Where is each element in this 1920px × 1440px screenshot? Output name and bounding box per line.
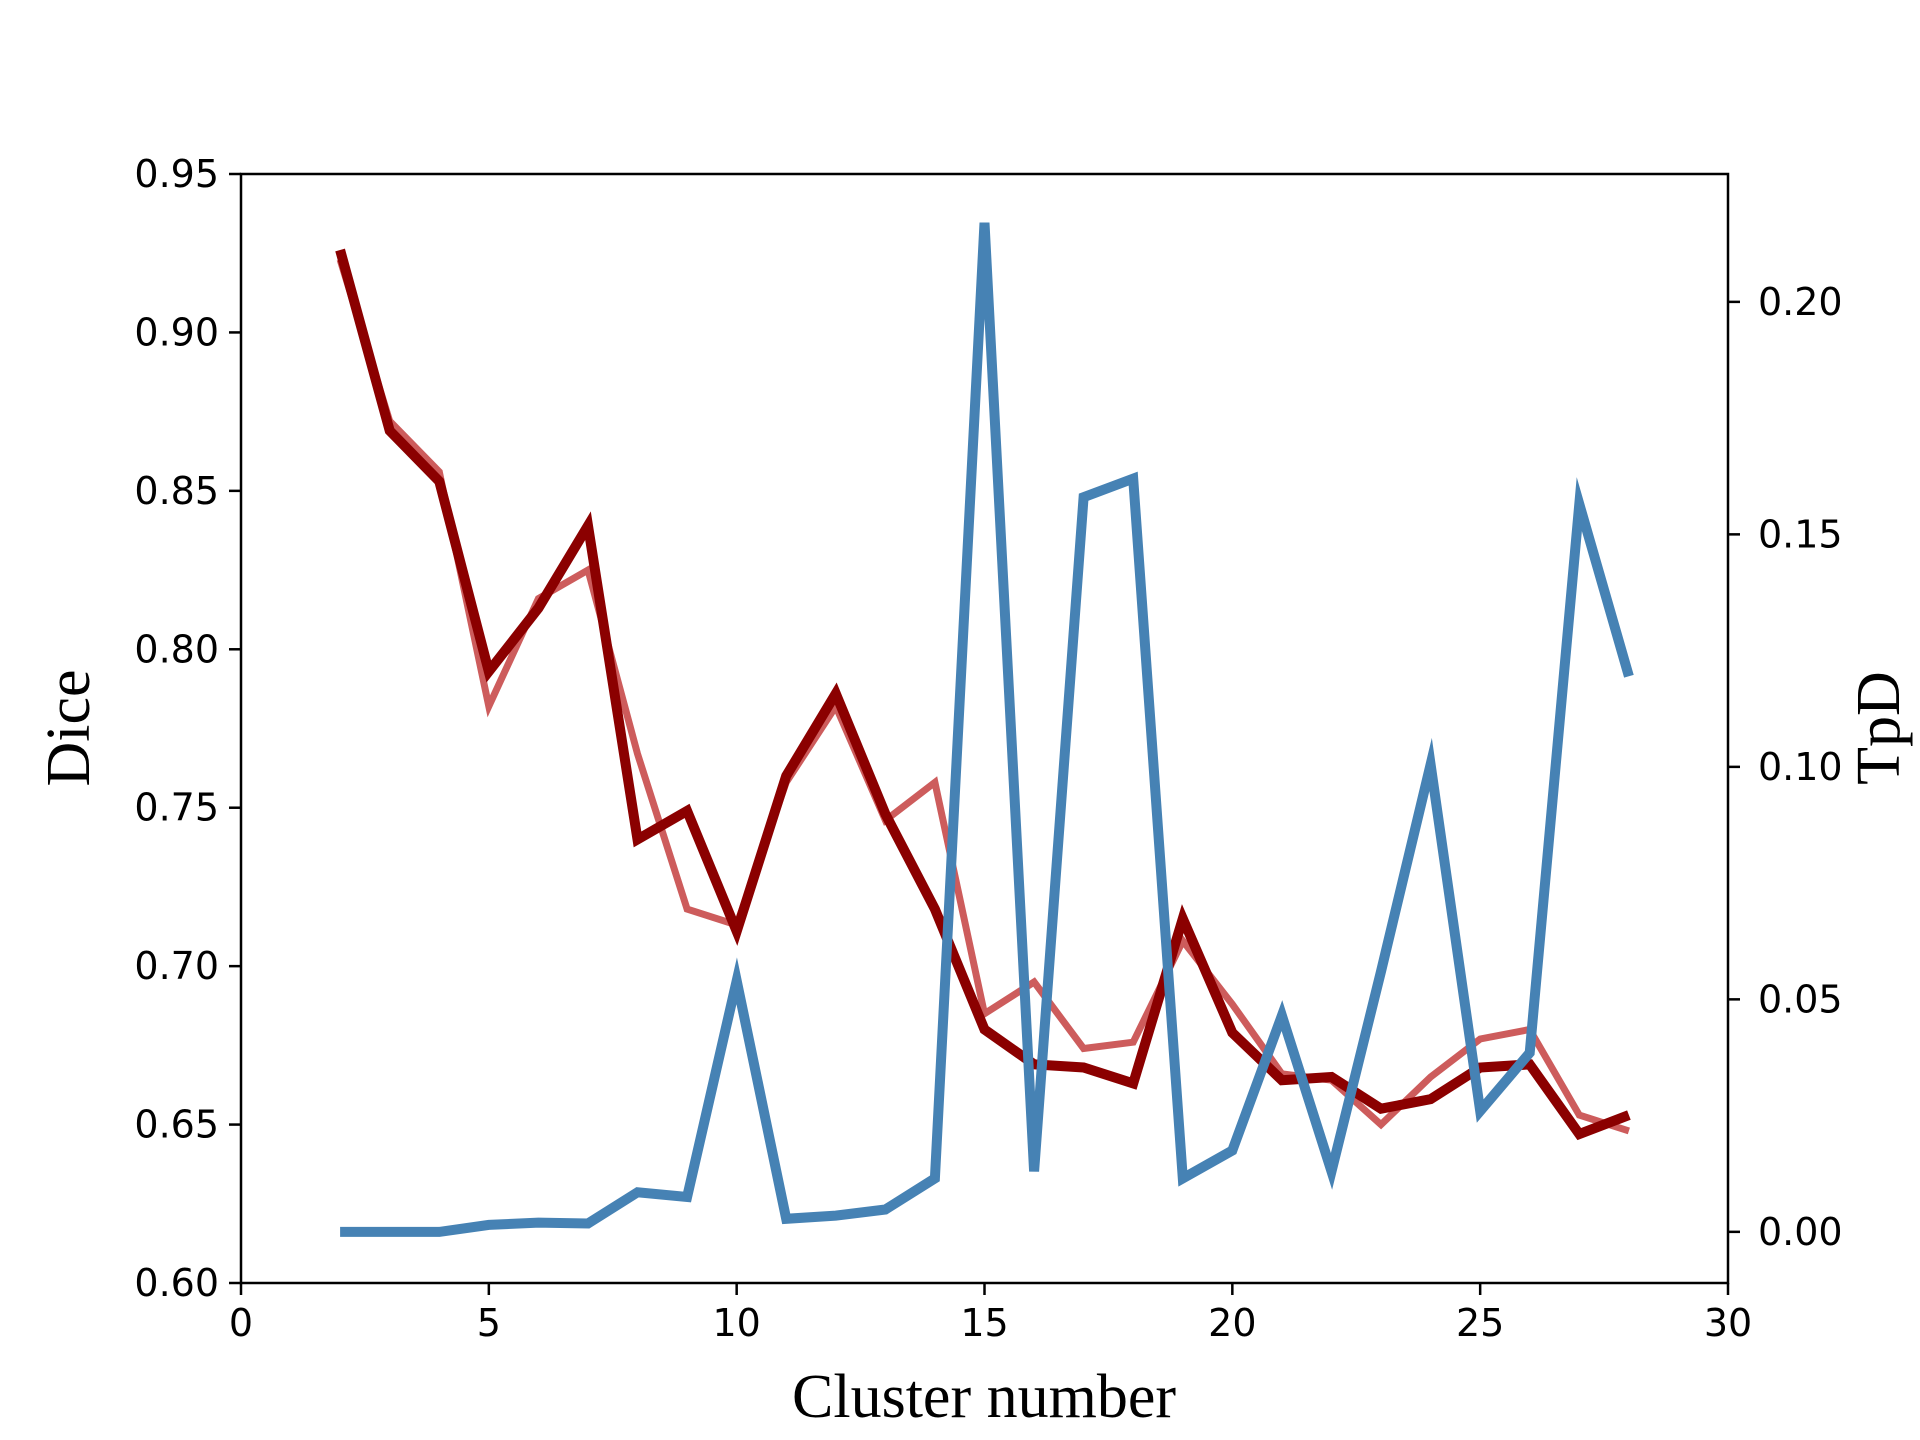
y-tick-label-right: 0.15 <box>1758 512 1843 556</box>
x-tick-label: 10 <box>712 1301 760 1345</box>
y-tick-label-left: 0.60 <box>134 1261 219 1305</box>
x-tick-label: 5 <box>477 1301 501 1345</box>
y-tick-label-left: 0.85 <box>134 469 219 513</box>
y-tick-label-right: 0.20 <box>1758 280 1843 324</box>
series-layer <box>335 222 1634 1237</box>
y-tick-label-right: 0.10 <box>1758 745 1843 789</box>
y-axis-title-left: Dice <box>35 669 103 786</box>
y-axis-title-right: TpD <box>1845 671 1913 785</box>
x-tick-label: 30 <box>1704 1301 1752 1345</box>
y-tick-label-left: 0.65 <box>134 1103 219 1147</box>
y-tick-label-left: 0.75 <box>134 786 219 830</box>
y-tick-label-left: 0.80 <box>134 627 219 671</box>
series-line-3 <box>340 222 1634 1237</box>
x-tick-label: 0 <box>229 1301 253 1345</box>
y-tick-label-right: 0.00 <box>1758 1210 1843 1254</box>
x-tick-label: 15 <box>960 1301 1008 1345</box>
y-tick-label-left: 0.95 <box>134 152 219 196</box>
series-line-1 <box>336 258 1630 1135</box>
y-tick-label-left: 0.90 <box>134 310 219 354</box>
x-tick-label: 20 <box>1208 1301 1256 1345</box>
ticks-layer: 0 5 10 15 20 25 30 0.60 0.65 0.70 0.75 0.80 0.85 0.90… <box>134 152 1842 1345</box>
y-tick-label-left: 0.70 <box>134 944 219 988</box>
x-axis-title: Cluster number <box>792 1363 1176 1431</box>
plot-frame <box>239 172 1730 1285</box>
series-line-2 <box>335 248 1631 1141</box>
y-tick-label-right: 0.05 <box>1758 977 1843 1021</box>
x-tick-label: 25 <box>1456 1301 1504 1345</box>
